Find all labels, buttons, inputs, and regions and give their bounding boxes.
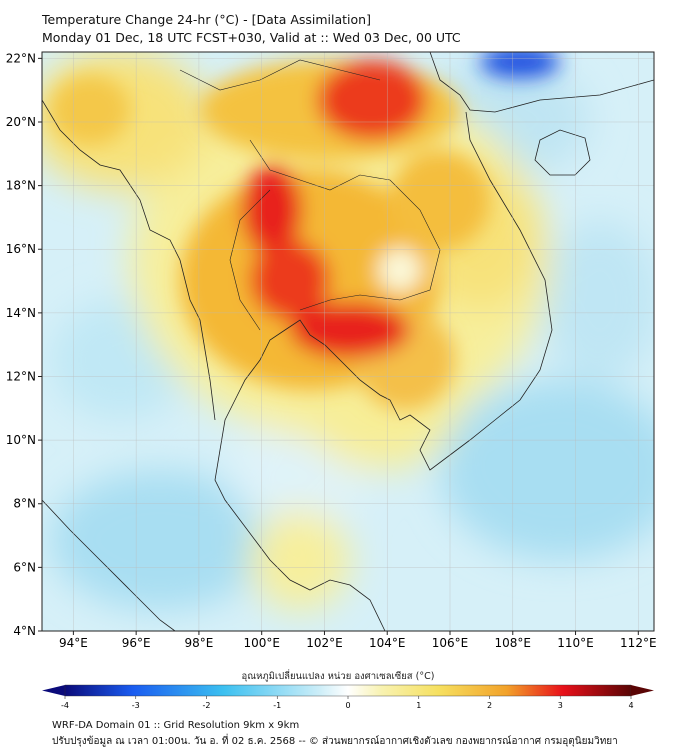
temperature-field bbox=[42, 52, 654, 631]
longitude-axis: 94°E 96°E 98°E 100°E 102°E 104°E 106°E 108°E 110… bbox=[59, 631, 657, 650]
colorbar-tick-label: 1 bbox=[416, 701, 421, 710]
sumatra-coast bbox=[42, 499, 176, 631]
colorbar-max-arrow bbox=[631, 685, 654, 696]
lat-tick-label: 4°N bbox=[13, 624, 36, 638]
footer-update-info: ปรับปรุงข้อมูล ณ เวลา 01:00น. วัน อ. ที่… bbox=[52, 736, 618, 747]
lon-tick-label: 100°E bbox=[243, 636, 280, 650]
map-subtitle: Monday 01 Dec, 18 UTC FCST+030, Valid at… bbox=[42, 30, 461, 45]
colorbar-tick-label: -4 bbox=[61, 701, 69, 710]
lat-tick-label: 22°N bbox=[6, 51, 36, 65]
colorbar-tick-label: 4 bbox=[628, 701, 633, 710]
colorbar-tick-label: -1 bbox=[273, 701, 281, 710]
lon-tick-label: 108°E bbox=[495, 636, 532, 650]
latitude-axis: 22°N 20°N 18°N 16°N 14°N 12°N 10°N 8°N 6°N 4°N bbox=[6, 51, 42, 638]
colorbar-gradient bbox=[64, 684, 632, 697]
colorbar-tick-label: -2 bbox=[203, 701, 211, 710]
lat-tick-label: 16°N bbox=[6, 242, 36, 256]
colorbar-tick-label: 0 bbox=[345, 701, 350, 710]
map-title: Temperature Change 24-hr (°C) - [Data As… bbox=[42, 12, 371, 27]
lat-tick-label: 14°N bbox=[6, 306, 36, 320]
colorbar-tick-label: -3 bbox=[132, 701, 140, 710]
lon-tick-label: 112°E bbox=[620, 636, 657, 650]
lat-tick-label: 10°N bbox=[6, 433, 36, 447]
lat-tick-label: 12°N bbox=[6, 369, 36, 383]
lon-tick-label: 104°E bbox=[369, 636, 406, 650]
colorbar-label: อุณหภูมิเปลี่ยนแปลง หน่วย องศาเซลเซียส (… bbox=[241, 671, 435, 682]
footer-model-info: WRF-DA Domain 01 :: Grid Resolution 9km … bbox=[52, 720, 300, 731]
colorbar-min-arrow bbox=[42, 685, 65, 696]
colorbar-tick-label: 3 bbox=[558, 701, 563, 710]
map-frame bbox=[41, 51, 655, 632]
mainland-coast bbox=[42, 52, 654, 631]
lon-tick-label: 106°E bbox=[432, 636, 469, 650]
lon-tick-label: 102°E bbox=[306, 636, 343, 650]
lat-tick-label: 6°N bbox=[13, 560, 36, 574]
borders bbox=[179, 59, 441, 331]
colorbar-tick-label: 2 bbox=[487, 701, 492, 710]
gridlines bbox=[42, 52, 654, 631]
lon-tick-label: 110°E bbox=[557, 636, 594, 650]
lat-tick-label: 8°N bbox=[13, 497, 36, 511]
lat-tick-label: 20°N bbox=[6, 115, 36, 129]
lon-tick-label: 96°E bbox=[122, 636, 151, 650]
lon-tick-label: 94°E bbox=[59, 636, 88, 650]
lat-tick-label: 18°N bbox=[6, 179, 36, 193]
hainan-coast bbox=[534, 129, 591, 176]
coastlines bbox=[42, 52, 654, 631]
colorbar: -4 -3 -2 -1 0 1 2 3 4 bbox=[42, 684, 654, 710]
lon-tick-label: 98°E bbox=[184, 636, 213, 650]
